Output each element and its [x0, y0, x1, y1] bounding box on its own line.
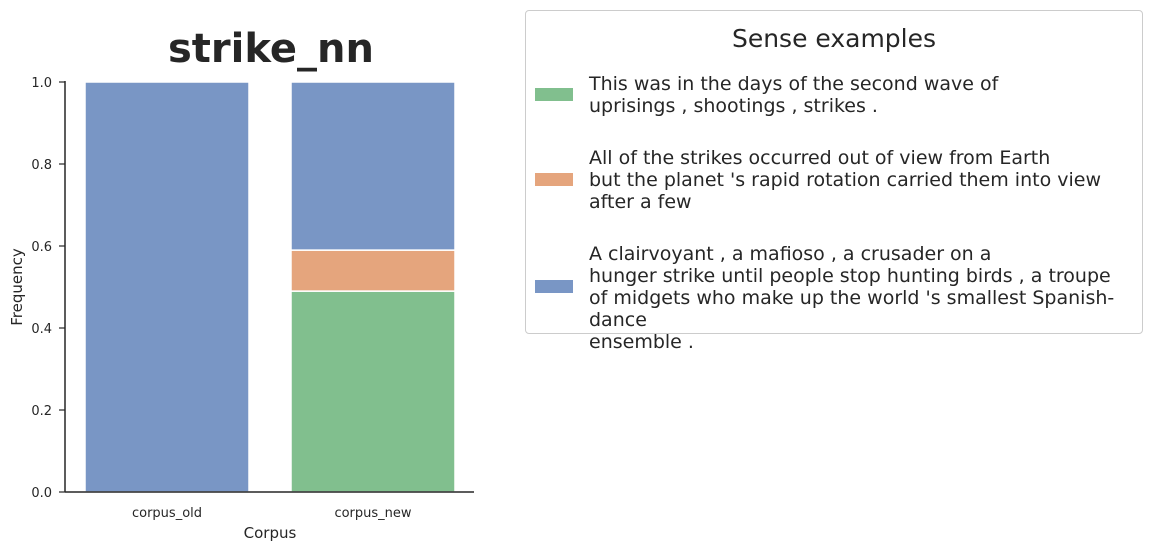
legend-swatch — [535, 280, 573, 293]
chart-title: strike_nn — [168, 26, 374, 72]
y-tick-label: 0.0 — [31, 486, 52, 501]
y-tick-label: 0.2 — [31, 404, 52, 419]
legend-title: Sense examples — [731, 24, 937, 53]
y-axis-label: Frequency — [8, 248, 26, 326]
y-tick-label: 0.8 — [31, 158, 52, 173]
bars-group — [84, 81, 456, 493]
x-tick-label-corpus_new: corpus_new — [334, 506, 411, 521]
x-ticks: corpus_old corpus_new — [132, 506, 412, 521]
y-tick-label: 0.6 — [31, 240, 52, 255]
x-axis-label: Corpus — [244, 524, 297, 542]
legend-entry-text: This was in the days of the second wave … — [589, 73, 999, 117]
legend-swatch — [535, 173, 573, 186]
bar-corpus_new-series-0 — [290, 290, 456, 493]
bar-corpus_new-series-1 — [290, 249, 456, 292]
bar-corpus_new-series-2 — [290, 81, 456, 251]
legend-entry-text: A clairvoyant , a mafioso , a crusader o… — [589, 243, 1115, 353]
x-tick-label-corpus_old: corpus_old — [132, 506, 202, 521]
bar-chart: 0.00.20.40.60.81.0 corpus_old corpus_new … — [8, 76, 474, 542]
bar-corpus_old-series-2 — [84, 81, 250, 493]
y-tick-label: 1.0 — [31, 76, 52, 91]
legend-swatch — [535, 88, 573, 101]
legend: Sense examples This was in the days of t… — [525, 10, 1143, 353]
legend-entry: All of the strikes occurred out of view … — [526, 147, 1142, 213]
y-ticks: 0.0 0.2 0.4 0.6 0.8 1.0 — [31, 76, 65, 501]
legend-entry: This was in the days of the second wave … — [526, 73, 1142, 117]
legend-entry: A clairvoyant , a mafioso , a crusader o… — [526, 243, 1142, 353]
legend-entry-text: All of the strikes occurred out of view … — [589, 147, 1101, 213]
y-tick-label: 0.4 — [31, 322, 52, 337]
